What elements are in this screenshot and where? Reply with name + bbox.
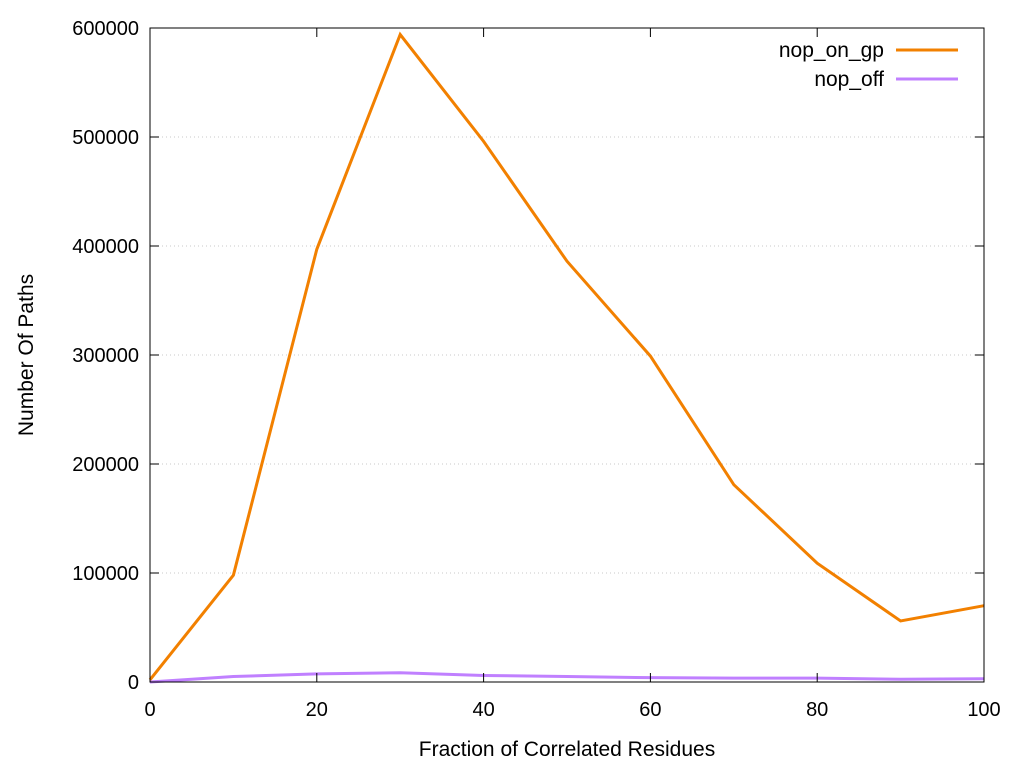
x-tick-labels: 0 20 40 60 80 100 bbox=[144, 699, 1000, 721]
series-line-nop_on_gp bbox=[148, 31, 985, 681]
x-tick-label: 20 bbox=[306, 699, 328, 721]
series-line-nop_off bbox=[149, 671, 985, 684]
x-tick-label: 80 bbox=[806, 699, 828, 721]
x-tick-label: 100 bbox=[967, 699, 1000, 721]
grid-lines bbox=[150, 136, 984, 574]
x-tick-label: 60 bbox=[639, 699, 661, 721]
x-tick-label: 0 bbox=[144, 699, 155, 721]
y-tick-label: 100000 bbox=[72, 563, 139, 585]
legend-label: nop_on_gp bbox=[779, 39, 884, 62]
series-lines bbox=[148, 31, 985, 684]
legend-label: nop_off bbox=[814, 68, 884, 91]
y-axis-title: Number Of Paths bbox=[15, 274, 38, 436]
legend: nop_on_gp nop_off bbox=[779, 39, 958, 91]
x-tick-label: 40 bbox=[472, 699, 494, 721]
y-tick-label: 0 bbox=[128, 672, 139, 694]
y-tick-label: 600000 bbox=[72, 18, 139, 40]
y-tick-label: 400000 bbox=[72, 236, 139, 258]
y-tick-label: 200000 bbox=[72, 454, 139, 476]
y-tick-labels: 0 100000 200000 300000 400000 500000 600000 bbox=[72, 18, 139, 694]
y-tick-label: 500000 bbox=[72, 127, 139, 149]
x-axis-title: Fraction of Correlated Residues bbox=[419, 738, 715, 761]
axis-ticks bbox=[149, 27, 985, 683]
y-tick-label: 300000 bbox=[72, 345, 139, 367]
